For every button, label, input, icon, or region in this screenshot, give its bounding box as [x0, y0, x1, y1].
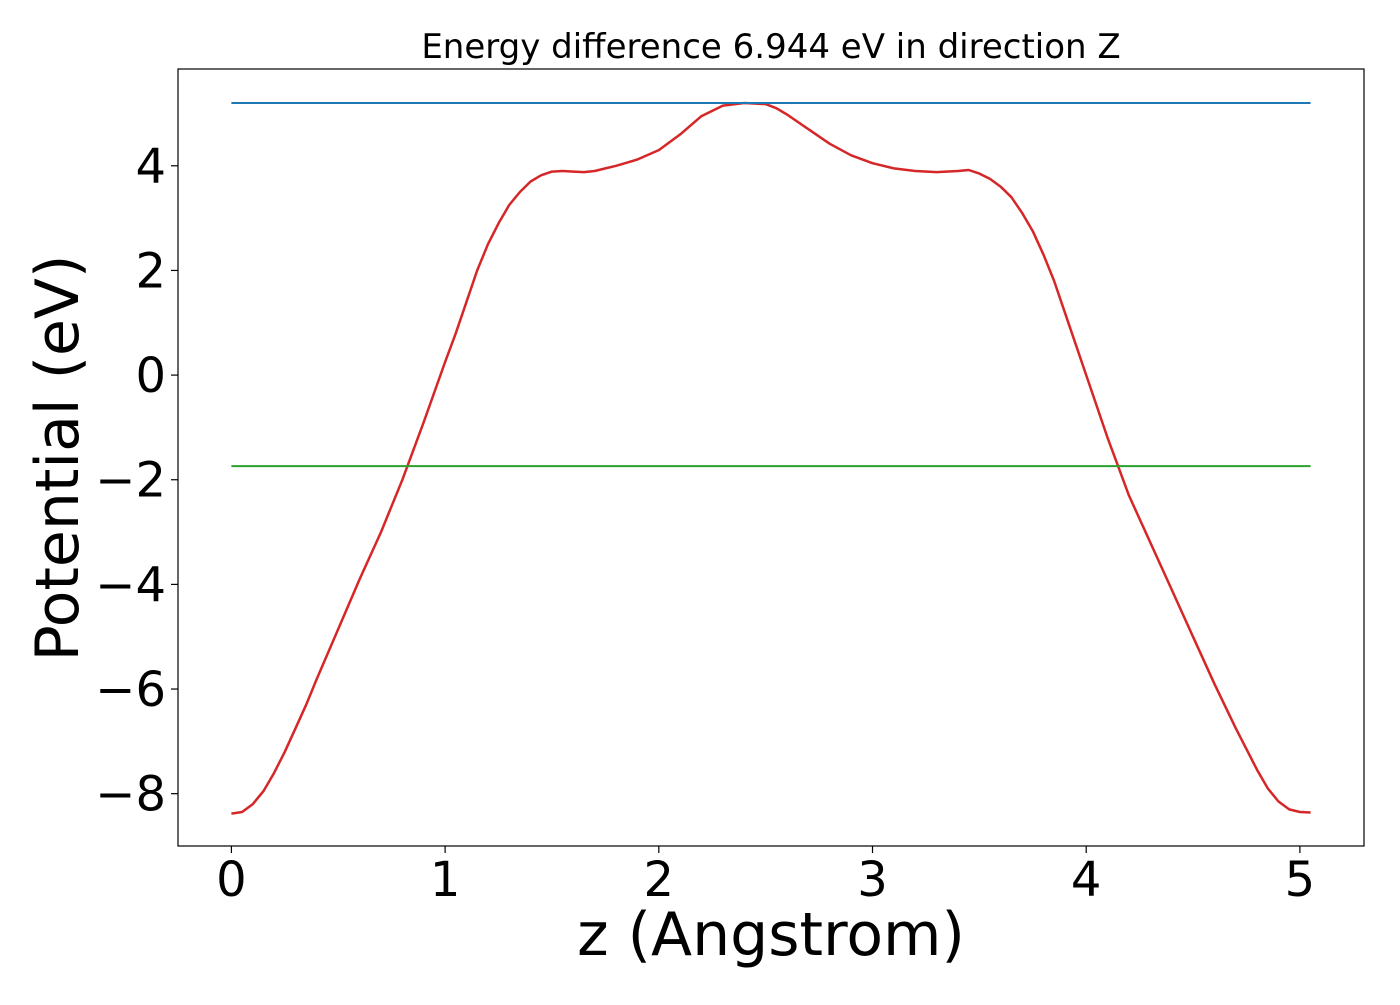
x-axis-ticks: 0 1 2 3 4 5	[216, 846, 1315, 908]
y-axis-label: Potential (eV)	[23, 255, 93, 662]
x-tick-label: 0	[216, 852, 247, 908]
x-tick-label: 3	[857, 852, 888, 908]
y-tick-label: −2	[95, 453, 166, 509]
series-line-0	[231, 101, 1311, 815]
y-tick-label: −6	[95, 662, 166, 718]
x-tick-label: 5	[1285, 852, 1316, 908]
x-axis-label: z (Angstrom)	[577, 900, 965, 970]
x-tick-label: 4	[1071, 852, 1102, 908]
plot-frame	[177, 68, 1365, 847]
x-tick-label: 2	[644, 852, 675, 908]
y-tick-label: 2	[135, 243, 166, 299]
y-tick-label: −8	[95, 767, 166, 823]
y-tick-label: 4	[135, 139, 166, 195]
y-axis-ticks: −8 −6 −4 −2 0 2 4	[95, 139, 178, 823]
plot-area	[231, 101, 1311, 815]
y-tick-label: 0	[135, 348, 166, 404]
x-tick-label: 1	[430, 852, 461, 908]
y-tick-label: −4	[95, 557, 166, 613]
chart-title: Energy difference 6.944 eV in direction …	[421, 27, 1120, 67]
